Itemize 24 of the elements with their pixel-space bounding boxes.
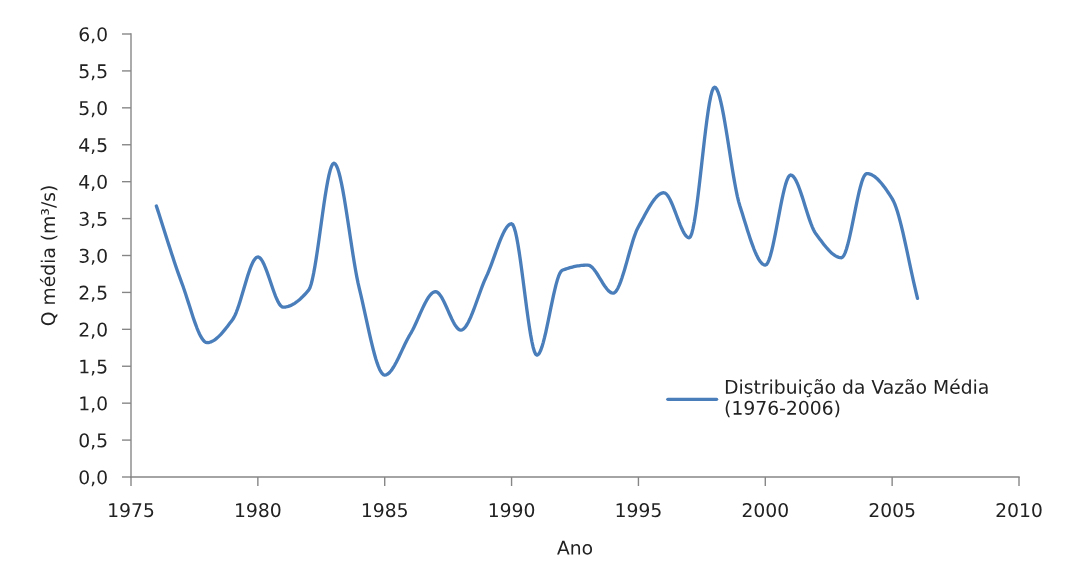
x-tick-label: 2000 <box>742 503 788 518</box>
y-tick-label: 5,0 <box>79 101 107 118</box>
x-tick-label: 1985 <box>362 503 407 518</box>
x-tick-label: 2010 <box>996 503 1042 518</box>
y-tick-label: 5,5 <box>79 64 107 81</box>
legend-label: Distribuição da Vazão Média (1976-2006) <box>725 378 988 418</box>
x-tick-label: 2005 <box>869 503 915 518</box>
y-tick-label: 3,0 <box>79 248 107 265</box>
y-tick-label: 2,0 <box>79 322 107 339</box>
y-tick-label: 1,0 <box>80 396 107 413</box>
x-tick-label: 1980 <box>236 503 281 518</box>
y-tick-label: 6,0 <box>79 27 107 44</box>
y-tick-label: 4,0 <box>79 174 107 191</box>
x-tick-label: 1975 <box>109 503 154 518</box>
y-tick-label: 3,5 <box>79 211 107 228</box>
x-tick-label: 1990 <box>489 503 535 518</box>
y-axis-title: Q média (m³/s) <box>39 186 58 326</box>
y-tick-label: 0,0 <box>79 470 107 487</box>
y-tick-label: 4,5 <box>79 138 107 155</box>
y-tick-label: 2,5 <box>79 285 107 302</box>
y-tick-label: 1,5 <box>80 359 107 376</box>
y-tick-label: 0,5 <box>79 433 107 450</box>
x-tick-label: 1995 <box>616 503 661 518</box>
x-axis-title: Ano <box>557 540 593 555</box>
